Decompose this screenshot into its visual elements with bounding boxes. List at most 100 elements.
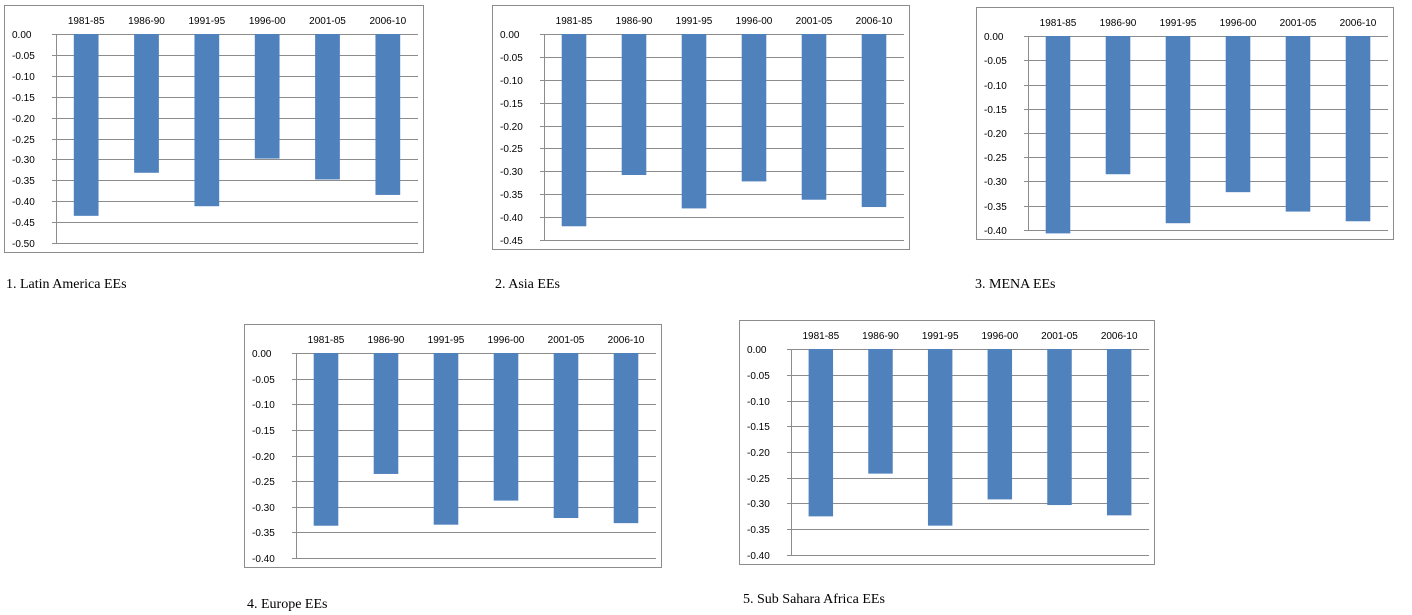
x-tick-label: 2001-05 bbox=[1280, 18, 1317, 29]
y-tick-label: -0.15 bbox=[252, 426, 275, 437]
y-tick-label: -0.10 bbox=[500, 76, 523, 87]
y-tick-label: -0.30 bbox=[500, 167, 523, 178]
bar bbox=[868, 349, 893, 474]
chart-asia: 0.00 -0.05 -0.10 -0.15 -0.20 -0.25 -0.30 -0.35 -… bbox=[492, 5, 910, 250]
chart-caption-sub-sahara-africa: 5. Sub Sahara Africa EEs bbox=[743, 592, 885, 607]
bar bbox=[134, 34, 159, 173]
chart-caption-europe: 4. Europe EEs bbox=[247, 597, 328, 612]
y-tick-label: -0.35 bbox=[500, 190, 523, 201]
y-tick-label: 0.00 bbox=[747, 345, 767, 356]
bar bbox=[493, 353, 519, 501]
chart-panel-latin-america: 0.00 -0.05 -0.10 -0.15 -0.20 -0.25 -0.30 -0.35 -… bbox=[4, 5, 424, 253]
bar bbox=[1285, 36, 1311, 212]
y-tick-label: -0.20 bbox=[747, 448, 770, 459]
x-tick-label: 1991-95 bbox=[188, 16, 225, 27]
y-tick-label: 0.00 bbox=[500, 30, 520, 41]
chart-panel-europe: 0.00 -0.05 -0.10 -0.15 -0.20 -0.25 -0.30 -0.35 -… bbox=[244, 324, 662, 568]
bar bbox=[1047, 349, 1072, 506]
y-tick-label: -0.10 bbox=[12, 72, 35, 83]
y-tick-label: -0.35 bbox=[747, 525, 770, 536]
x-tick-label: 1986-90 bbox=[616, 16, 653, 27]
y-tick-label: -0.05 bbox=[747, 371, 770, 382]
y-tick-label: -0.25 bbox=[500, 144, 523, 155]
x-tick-label: 1986-90 bbox=[128, 16, 165, 27]
y-tick-label: -0.25 bbox=[747, 474, 770, 485]
y-tick-label: -0.05 bbox=[500, 53, 523, 64]
bar bbox=[194, 34, 220, 207]
bar bbox=[254, 34, 280, 159]
bar bbox=[861, 34, 887, 208]
y-tick-label: -0.25 bbox=[984, 153, 1007, 164]
x-tick-label: 1981-85 bbox=[308, 335, 345, 346]
bar bbox=[1165, 36, 1191, 224]
y-tick-label: -0.20 bbox=[252, 452, 275, 463]
x-tick-label: 2001-05 bbox=[796, 16, 833, 27]
y-tick-label: -0.40 bbox=[747, 551, 770, 562]
x-tick-label: 1986-90 bbox=[368, 335, 405, 346]
x-tick-label: 1991-95 bbox=[922, 331, 959, 342]
y-tick-label: -0.15 bbox=[500, 99, 523, 110]
bar bbox=[315, 34, 340, 180]
y-tick-label: -0.35 bbox=[12, 176, 35, 187]
chart-panel-mena: 0.00 -0.05 -0.10 -0.15 -0.20 -0.25 -0.30 -0.35 -… bbox=[976, 7, 1394, 240]
y-tick-label: 0.00 bbox=[12, 30, 32, 41]
chart-caption-asia: 2. Asia EEs bbox=[495, 277, 560, 292]
y-tick-label: 0.00 bbox=[984, 32, 1004, 43]
bar bbox=[1345, 36, 1371, 222]
y-tick-label: -0.20 bbox=[984, 129, 1007, 140]
x-tick-label: 1991-95 bbox=[1160, 18, 1197, 29]
x-tick-label: 1981-85 bbox=[556, 16, 593, 27]
bar bbox=[73, 34, 99, 216]
x-tick-label: 1981-85 bbox=[1040, 18, 1077, 29]
chart-caption-latin-america: 1. Latin America EEs bbox=[6, 277, 127, 292]
bar bbox=[553, 353, 579, 519]
bar bbox=[373, 353, 399, 474]
y-tick-label: -0.15 bbox=[12, 93, 35, 104]
x-tick-label: 1991-95 bbox=[676, 16, 713, 27]
x-tick-label: 1986-90 bbox=[1100, 18, 1137, 29]
bar bbox=[433, 353, 459, 525]
y-tick-label: -0.40 bbox=[500, 213, 523, 224]
y-tick-label: -0.35 bbox=[252, 528, 275, 539]
y-tick-label: -0.05 bbox=[12, 51, 35, 62]
y-tick-label: -0.30 bbox=[984, 177, 1007, 188]
y-tick-label: -0.45 bbox=[500, 236, 523, 247]
x-tick-label: 1981-85 bbox=[802, 331, 839, 342]
y-tick-label: -0.40 bbox=[252, 554, 275, 565]
x-tick-label: 1981-85 bbox=[68, 16, 105, 27]
chart-panel-sub-sahara-africa: 0.00 -0.05 -0.10 -0.15 -0.20 -0.25 -0.30 -0.35 -… bbox=[739, 320, 1155, 565]
y-tick-label: -0.30 bbox=[747, 499, 770, 510]
x-tick-label: 1996-00 bbox=[488, 335, 525, 346]
bar bbox=[621, 34, 647, 175]
chart-caption-mena: 3. MENA EEs bbox=[975, 277, 1056, 292]
y-tick-label: -0.35 bbox=[984, 202, 1007, 213]
y-tick-label: -0.05 bbox=[252, 375, 275, 386]
bar bbox=[927, 349, 953, 526]
x-tick-label: 2001-05 bbox=[548, 335, 585, 346]
y-tick-label: 0.00 bbox=[252, 349, 272, 360]
chart-panel-asia: 0.00 -0.05 -0.10 -0.15 -0.20 -0.25 -0.30 -0.35 -… bbox=[492, 5, 910, 250]
x-tick-label: 1991-95 bbox=[428, 335, 465, 346]
y-tick-label: -0.15 bbox=[747, 422, 770, 433]
bar bbox=[741, 34, 767, 182]
x-tick-label: 1986-90 bbox=[862, 331, 899, 342]
y-tick-label: -0.25 bbox=[12, 135, 35, 146]
x-tick-label: 1996-00 bbox=[249, 16, 286, 27]
bar bbox=[987, 349, 1013, 500]
bar bbox=[1105, 36, 1131, 175]
y-tick-label: -0.10 bbox=[984, 81, 1007, 92]
y-tick-label: -0.40 bbox=[984, 226, 1007, 237]
x-tick-label: 2006-10 bbox=[1101, 331, 1138, 342]
x-tick-label: 1996-00 bbox=[981, 331, 1018, 342]
chart-mena: 0.00 -0.05 -0.10 -0.15 -0.20 -0.25 -0.30 -0.35 -… bbox=[976, 7, 1394, 240]
x-tick-label: 2006-10 bbox=[608, 335, 645, 346]
y-tick-label: -0.50 bbox=[12, 239, 35, 250]
y-tick-label: -0.25 bbox=[252, 477, 275, 488]
x-tick-label: 2006-10 bbox=[856, 16, 893, 27]
y-tick-label: -0.05 bbox=[984, 56, 1007, 67]
y-tick-label: -0.20 bbox=[500, 122, 523, 133]
bar bbox=[681, 34, 707, 209]
bar bbox=[613, 353, 639, 524]
y-tick-label: -0.30 bbox=[252, 503, 275, 514]
y-tick-label: -0.20 bbox=[12, 114, 35, 125]
